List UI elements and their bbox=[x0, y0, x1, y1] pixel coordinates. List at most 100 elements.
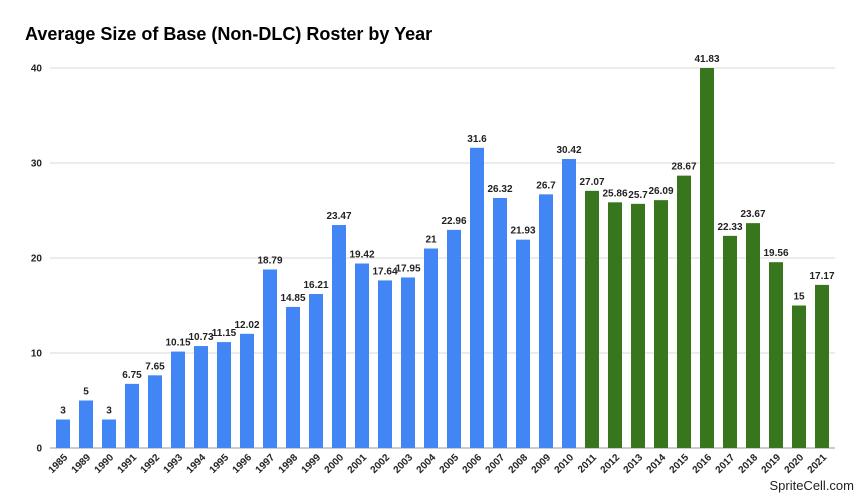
x-tick-label-1996: 1996 bbox=[231, 452, 255, 476]
x-tick-label-2021: 2021 bbox=[806, 452, 830, 476]
data-label-1989: 5 bbox=[83, 387, 89, 398]
bar-2004 bbox=[424, 248, 438, 448]
x-tick-label-2010: 2010 bbox=[553, 452, 577, 476]
bar-2003 bbox=[401, 277, 415, 448]
data-label-1995: 11.15 bbox=[212, 328, 237, 339]
x-tick-label-2011: 2011 bbox=[576, 452, 599, 475]
x-tick-label-2008: 2008 bbox=[507, 452, 531, 476]
x-tick-label-2018: 2018 bbox=[737, 452, 761, 476]
bar-2007 bbox=[493, 197, 507, 448]
data-label-2001: 19.42 bbox=[349, 250, 374, 261]
data-label-2003: 17.95 bbox=[395, 263, 420, 274]
data-label-2005: 22.96 bbox=[441, 216, 466, 227]
bar-2008 bbox=[516, 239, 530, 448]
bar-2017 bbox=[723, 235, 737, 448]
x-tick-label-1994: 1994 bbox=[185, 452, 209, 476]
bar-1996 bbox=[240, 333, 254, 448]
bar-1995 bbox=[217, 342, 231, 448]
bar-1998 bbox=[286, 306, 300, 448]
x-tick-label-2003: 2003 bbox=[392, 452, 416, 476]
bar-2006 bbox=[470, 147, 484, 449]
bar-2021 bbox=[815, 284, 829, 448]
x-tick-label-2017: 2017 bbox=[714, 452, 738, 476]
data-label-2012: 25.86 bbox=[602, 188, 627, 199]
x-tick-label-1999: 1999 bbox=[300, 452, 324, 476]
bar-1997 bbox=[263, 269, 277, 448]
x-tick-label-1990: 1990 bbox=[93, 452, 117, 476]
bar-1999 bbox=[309, 294, 323, 448]
x-tick-label-2004: 2004 bbox=[415, 452, 439, 476]
x-tick-label-2007: 2007 bbox=[484, 452, 508, 476]
x-tick-label-1992: 1992 bbox=[139, 452, 163, 476]
x-tick-label-2014: 2014 bbox=[645, 452, 669, 476]
data-label-2021: 17.17 bbox=[809, 271, 834, 282]
data-label-2002: 17.64 bbox=[372, 266, 397, 277]
bar-2011 bbox=[585, 190, 599, 448]
bar-2019 bbox=[769, 262, 783, 448]
data-label-2004: 21 bbox=[425, 235, 437, 246]
x-tick-label-2012: 2012 bbox=[599, 452, 623, 476]
data-label-2020: 15 bbox=[793, 292, 805, 303]
y-tick-label: 40 bbox=[31, 64, 43, 75]
bar-2012 bbox=[608, 202, 622, 448]
bar-2014 bbox=[654, 200, 668, 448]
data-label-1999: 16.21 bbox=[303, 280, 328, 291]
bar-2018 bbox=[746, 223, 760, 448]
data-label-1997: 18.79 bbox=[257, 255, 282, 266]
data-label-1990: 3 bbox=[106, 406, 112, 417]
bar-2005 bbox=[447, 229, 461, 448]
x-tick-label-2016: 2016 bbox=[691, 452, 715, 476]
watermark: SpriteCell.com bbox=[769, 478, 854, 493]
bar-2009 bbox=[539, 194, 553, 448]
data-label-2017: 22.33 bbox=[717, 222, 742, 233]
x-tick-label-2005: 2005 bbox=[438, 452, 462, 476]
data-label-2008: 21.93 bbox=[510, 226, 535, 237]
data-label-2018: 23.67 bbox=[740, 209, 765, 220]
y-tick-label: 20 bbox=[31, 254, 43, 265]
x-tick-label-2019: 2019 bbox=[760, 452, 784, 476]
data-label-2009: 26.7 bbox=[536, 180, 556, 191]
x-tick-label-2015: 2015 bbox=[668, 452, 692, 476]
data-label-1998: 14.85 bbox=[280, 293, 305, 304]
y-tick-label: 10 bbox=[31, 349, 43, 360]
x-tick-label-2006: 2006 bbox=[461, 452, 485, 476]
bar-2001 bbox=[355, 263, 369, 448]
y-tick-label: 0 bbox=[36, 444, 42, 455]
x-tick-label-1995: 1995 bbox=[208, 452, 232, 476]
data-label-2006: 31.6 bbox=[467, 134, 487, 145]
data-label-2015: 28.67 bbox=[671, 162, 696, 173]
x-tick-label-1997: 1997 bbox=[254, 452, 278, 476]
data-label-2016: 41.83 bbox=[694, 54, 719, 65]
data-label-1996: 12.02 bbox=[234, 320, 259, 331]
x-tick-label-2002: 2002 bbox=[369, 452, 393, 476]
bar-2016 bbox=[700, 68, 714, 448]
data-label-2013: 25.7 bbox=[628, 190, 648, 201]
x-tick-label-1989: 1989 bbox=[70, 452, 94, 476]
y-tick-label: 30 bbox=[31, 159, 43, 170]
bar-1989 bbox=[79, 400, 93, 448]
bar-2013 bbox=[631, 203, 645, 448]
bar-1992 bbox=[148, 375, 162, 448]
x-tick-label-1993: 1993 bbox=[162, 452, 186, 476]
bar-1990 bbox=[102, 419, 116, 448]
data-label-1991: 6.75 bbox=[122, 370, 142, 381]
x-tick-label-2020: 2020 bbox=[783, 452, 807, 476]
x-tick-label-1991: 1991 bbox=[116, 452, 140, 476]
x-tick-label-2013: 2013 bbox=[622, 452, 646, 476]
bar-2015 bbox=[677, 175, 691, 448]
bar-2000 bbox=[332, 225, 346, 448]
bar-1991 bbox=[125, 383, 139, 448]
bar-2002 bbox=[378, 280, 392, 448]
data-label-1985: 3 bbox=[60, 406, 66, 417]
x-tick-label-2001: 2001 bbox=[346, 452, 370, 476]
data-label-2000: 23.47 bbox=[326, 211, 351, 222]
bar-1993 bbox=[171, 351, 185, 448]
data-label-1994: 10.73 bbox=[188, 332, 213, 343]
x-tick-label-2009: 2009 bbox=[530, 452, 554, 476]
data-label-1993: 10.15 bbox=[165, 338, 190, 349]
x-tick-label-2000: 2000 bbox=[323, 452, 347, 476]
data-label-2010: 30.42 bbox=[556, 145, 581, 156]
data-label-1992: 7.65 bbox=[145, 361, 165, 372]
x-tick-label-1985: 1985 bbox=[47, 452, 71, 476]
